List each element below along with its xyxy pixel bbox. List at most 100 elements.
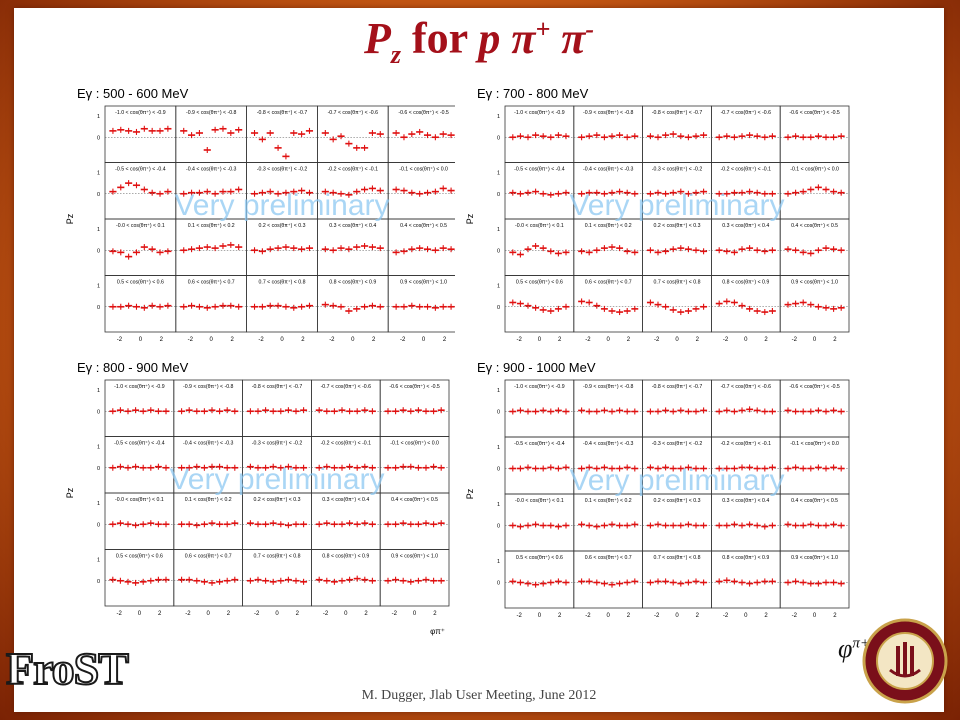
subplot-cell: 0.1 < cos(θπ⁺) < 0.2 (175, 218, 248, 276)
x-tick-label: 2 (372, 337, 376, 343)
y-axis-label: Pz (465, 213, 475, 224)
subplot-cell: -0.0 < cos(θπ⁺) < 0.1 1 0 (497, 218, 575, 276)
cell-label: 0.6 < cos(θπ⁺) < 0.7 (585, 280, 632, 286)
panel-background (55, 352, 455, 640)
y-tick-label: 1 (497, 284, 500, 290)
y-tick-label: 0 (97, 522, 100, 528)
cell-label: -0.0 < cos(θπ⁺) < 0.1 (515, 498, 564, 504)
cell-label: 0.9 < cos(θπ⁺) < 1.0 (791, 555, 838, 561)
x-tick-label: 0 (744, 613, 748, 619)
y-tick-label: 0 (97, 135, 100, 141)
subplot-cell: 0.9 < cos(θπ⁺) < 1.0 -2 0 2 (379, 549, 450, 617)
x-tick-label: 0 (607, 337, 611, 343)
cell-label: -0.6 < cos(θπ⁺) < -0.5 (398, 110, 449, 116)
cell-label: 0.7 < cos(θπ⁺) < 0.8 (654, 555, 701, 561)
x-tick-label: -2 (329, 337, 335, 343)
cell-label: -0.2 < cos(θπ⁺) < -0.1 (721, 441, 772, 447)
cell-label: 0.2 < cos(θπ⁺) < 0.3 (259, 223, 306, 229)
x-tick-label: 2 (296, 611, 300, 617)
cell-label: -0.4 < cos(θπ⁺) < -0.3 (183, 441, 234, 447)
cell-label: 0.4 < cos(θπ⁺) < 0.5 (791, 223, 838, 229)
x-tick-label: -2 (723, 613, 729, 619)
y-axis-label: Pz (65, 487, 75, 498)
x-tick-label: 2 (627, 613, 631, 619)
cell-label: 0.3 < cos(θπ⁺) < 0.4 (722, 498, 769, 504)
x-tick-label: 0 (207, 611, 211, 617)
cell-label: -0.1 < cos(θπ⁺) < 0.0 (790, 167, 839, 173)
y-tick-label: 0 (497, 581, 500, 587)
x-tick-label: 2 (764, 613, 768, 619)
cell-label: -0.9 < cos(θπ⁺) < -0.8 (183, 384, 234, 390)
x-tick-label: -2 (323, 611, 329, 617)
frost-logo: FroST (5, 643, 130, 694)
cell-label: -1.0 < cos(θπ⁺) < -0.9 (115, 110, 166, 116)
subplot-cell: -0.4 < cos(θπ⁺) < -0.3 (573, 436, 644, 495)
cell-label: 0.1 < cos(θπ⁺) < 0.2 (585, 498, 632, 504)
cell-label: -0.9 < cos(θπ⁺) < -0.8 (583, 384, 634, 390)
cell-label: 0.8 < cos(θπ⁺) < 0.9 (722, 280, 769, 286)
cell-label: 0.3 < cos(θπ⁺) < 0.4 (722, 223, 769, 229)
panel-title: Eγ : 900 - 1000 MeV (477, 360, 596, 375)
y-tick-label: 1 (97, 388, 100, 394)
x-tick-label: -2 (117, 337, 123, 343)
y-tick-label: 1 (97, 227, 100, 233)
subplot-cell: -0.6 < cos(θπ⁺) < -0.5 (779, 379, 850, 438)
x-tick-label: -2 (792, 613, 798, 619)
cell-label: -0.0 < cos(θπ⁺) < 0.1 (115, 497, 164, 503)
cell-label: -0.1 < cos(θπ⁺) < 0.0 (790, 441, 839, 447)
y-tick-label: 0 (497, 467, 500, 473)
cell-label: -0.2 < cos(θπ⁺) < -0.1 (321, 441, 372, 447)
subplot-cell: -0.2 < cos(θπ⁺) < -0.1 (710, 162, 781, 220)
x-tick-label: 2 (627, 337, 631, 343)
y-tick-label: 1 (97, 284, 100, 290)
cell-label: 0.2 < cos(θπ⁺) < 0.3 (254, 497, 301, 503)
cell-label: 0.1 < cos(θπ⁺) < 0.2 (585, 223, 632, 229)
x-tick-label: -2 (585, 613, 591, 619)
y-tick-label: 1 (497, 502, 500, 508)
cell-label: -0.0 < cos(θπ⁺) < 0.1 (116, 223, 165, 229)
x-tick-label: -2 (654, 337, 660, 343)
cell-label: 0.4 < cos(θπ⁺) < 0.5 (391, 497, 438, 503)
watermark-text: Very preliminary (174, 189, 389, 222)
cell-label: -1.0 < cos(θπ⁺) < -0.9 (514, 110, 565, 116)
cell-label: -0.3 < cos(θπ⁺) < -0.2 (252, 441, 303, 447)
x-tick-label: -2 (258, 337, 264, 343)
subplot-cell: -0.6 < cos(θπ⁺) < -0.5 (379, 379, 450, 437)
y-tick-label: 1 (97, 171, 100, 177)
cell-label: -0.5 < cos(θπ⁺) < -0.4 (514, 167, 565, 173)
x-tick-label: -2 (516, 337, 522, 343)
x-tick-label: 0 (538, 613, 542, 619)
cell-label: 0.6 < cos(θπ⁺) < 0.7 (185, 554, 232, 560)
x-tick-label: -2 (116, 611, 122, 617)
subplot-frame (779, 550, 850, 609)
y-tick-label: 0 (97, 248, 100, 254)
x-tick-label: 2 (158, 611, 162, 617)
subplot-cell: 0.6 < cos(θπ⁺) < 0.7 -2 0 2 (573, 275, 644, 343)
cell-label: -0.5 < cos(θπ⁺) < -0.4 (514, 441, 565, 447)
x-tick-label: 2 (443, 337, 447, 343)
panel-title: Eγ : 700 - 800 MeV (477, 86, 589, 101)
x-tick-label: 2 (301, 337, 305, 343)
y-tick-label: 1 (497, 171, 500, 177)
watermark-text: Very preliminary (569, 464, 784, 497)
subplot-cell: 0.7 < cos(θπ⁺) < 0.8 -2 0 2 (246, 275, 318, 343)
cell-label: 0.2 < cos(θπ⁺) < 0.3 (654, 498, 701, 504)
cell-label: 0.2 < cos(θπ⁺) < 0.3 (654, 223, 701, 229)
x-tick-label: 2 (696, 613, 700, 619)
x-tick-label: 0 (813, 337, 817, 343)
y-tick-label: 1 (97, 501, 100, 507)
y-axis-label: Pz (465, 488, 475, 499)
cell-label: -0.2 < cos(θπ⁺) < -0.1 (328, 167, 379, 173)
cell-label: -0.0 < cos(θπ⁺) < 0.1 (515, 223, 564, 229)
cell-label: 0.8 < cos(θπ⁺) < 0.9 (322, 554, 369, 560)
y-tick-label: 0 (497, 305, 500, 311)
cell-label: -0.9 < cos(θπ⁺) < -0.8 (583, 110, 634, 116)
chart-panel-700-800: Eγ : 700 - 800 MeV Pz -1.0 < cos(θπ⁺) < -0… (455, 78, 855, 354)
y-tick-label: 1 (497, 559, 500, 565)
cell-label: -0.4 < cos(θπ⁺) < -0.3 (583, 441, 634, 447)
subplot-cell: -0.1 < cos(θπ⁺) < 0.0 (779, 436, 850, 495)
cell-label: -0.5 < cos(θπ⁺) < -0.4 (115, 167, 166, 173)
x-tick-label: 0 (280, 337, 284, 343)
cell-label: -0.6 < cos(θπ⁺) < -0.5 (789, 110, 840, 116)
x-tick-label: 2 (558, 613, 562, 619)
